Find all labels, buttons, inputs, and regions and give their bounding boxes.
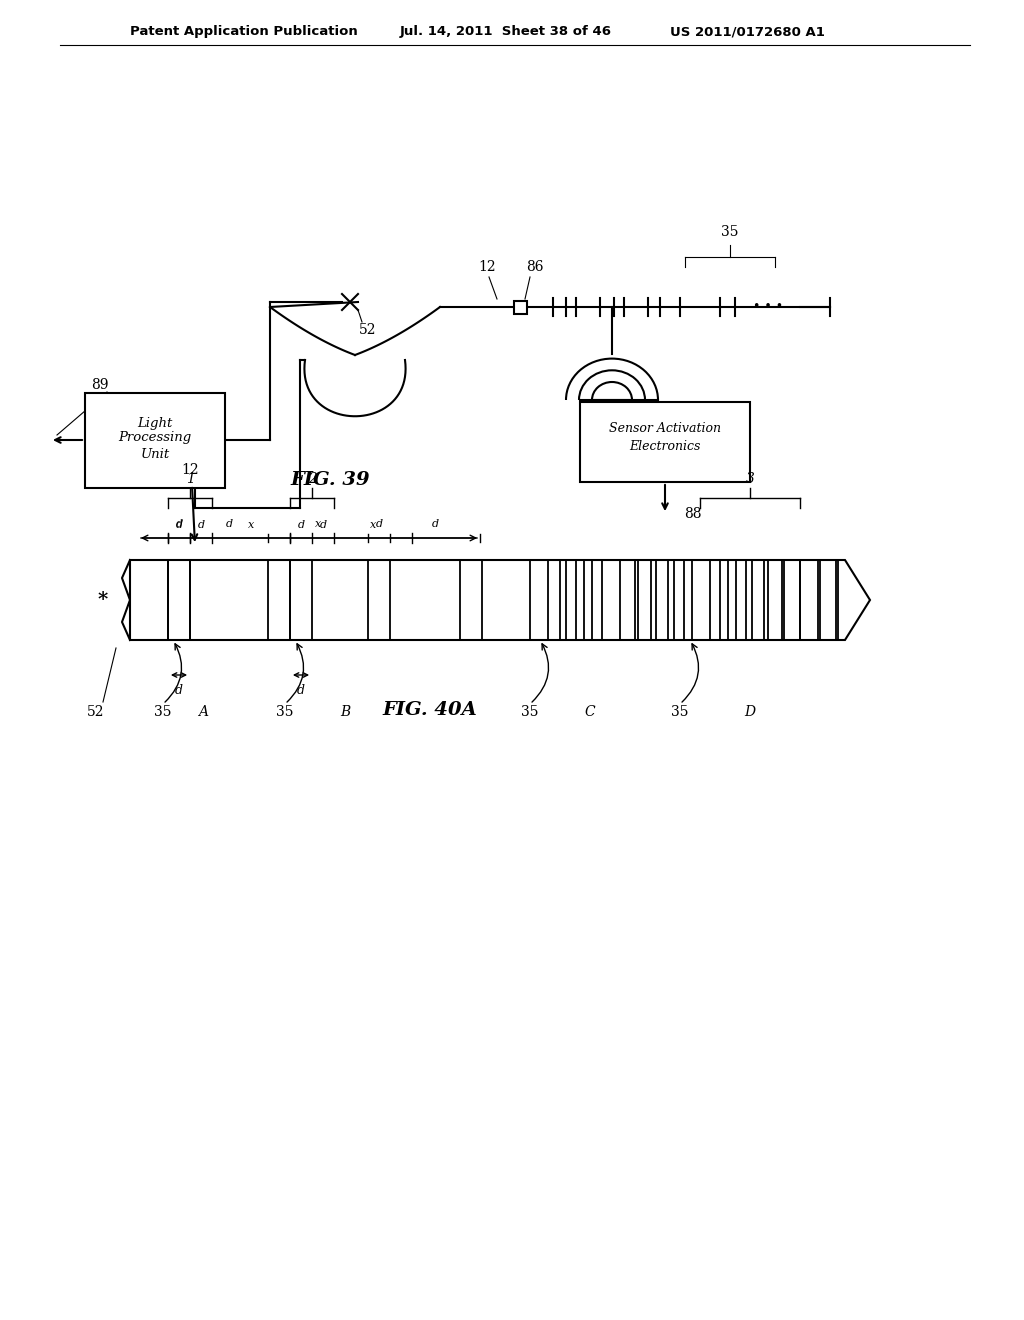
Polygon shape	[130, 560, 870, 640]
Text: 35: 35	[276, 705, 294, 719]
Text: d: d	[376, 519, 383, 529]
Text: d: d	[297, 520, 304, 531]
Text: Jul. 14, 2011  Sheet 38 of 46: Jul. 14, 2011 Sheet 38 of 46	[400, 25, 612, 38]
Text: x: x	[314, 519, 322, 529]
Text: Sensor Activation: Sensor Activation	[609, 421, 721, 434]
FancyBboxPatch shape	[513, 301, 526, 314]
Text: 35: 35	[672, 705, 689, 719]
Text: d: d	[225, 519, 232, 529]
Text: Processing: Processing	[119, 432, 191, 445]
Text: C: C	[585, 705, 595, 719]
Text: A: A	[198, 705, 208, 719]
Text: 3: 3	[745, 473, 755, 486]
Text: 86: 86	[526, 260, 544, 275]
Text: d: d	[175, 520, 182, 531]
Text: 35: 35	[721, 224, 738, 239]
Text: Light: Light	[137, 417, 173, 430]
Polygon shape	[130, 560, 870, 640]
Text: 2: 2	[307, 473, 316, 486]
Text: Electronics: Electronics	[630, 440, 700, 453]
Text: d: d	[319, 520, 327, 531]
Text: Unit: Unit	[140, 447, 170, 461]
Text: FIG. 39: FIG. 39	[290, 471, 370, 488]
Text: 35: 35	[521, 705, 539, 719]
Text: 1: 1	[185, 473, 195, 486]
Text: D: D	[744, 705, 756, 719]
Text: B: B	[340, 705, 350, 719]
Text: 89: 89	[91, 378, 109, 392]
Text: d: d	[431, 519, 438, 529]
Text: x: x	[370, 520, 376, 531]
Text: 88: 88	[684, 507, 701, 521]
Text: *: *	[98, 591, 109, 609]
Text: 12: 12	[478, 260, 496, 275]
Text: 52: 52	[359, 323, 377, 337]
Text: • • •: • • •	[753, 300, 783, 313]
Text: 52: 52	[87, 705, 104, 719]
Text: d: d	[175, 519, 182, 529]
Text: x: x	[248, 520, 254, 531]
Text: d: d	[297, 684, 305, 697]
Text: US 2011/0172680 A1: US 2011/0172680 A1	[670, 25, 825, 38]
Text: 12: 12	[181, 463, 199, 477]
Text: d: d	[198, 520, 205, 531]
Text: 35: 35	[155, 705, 172, 719]
FancyBboxPatch shape	[580, 403, 750, 482]
Text: d: d	[175, 684, 183, 697]
Text: FIG. 40A: FIG. 40A	[383, 701, 477, 719]
FancyBboxPatch shape	[85, 392, 225, 487]
Text: Patent Application Publication: Patent Application Publication	[130, 25, 357, 38]
